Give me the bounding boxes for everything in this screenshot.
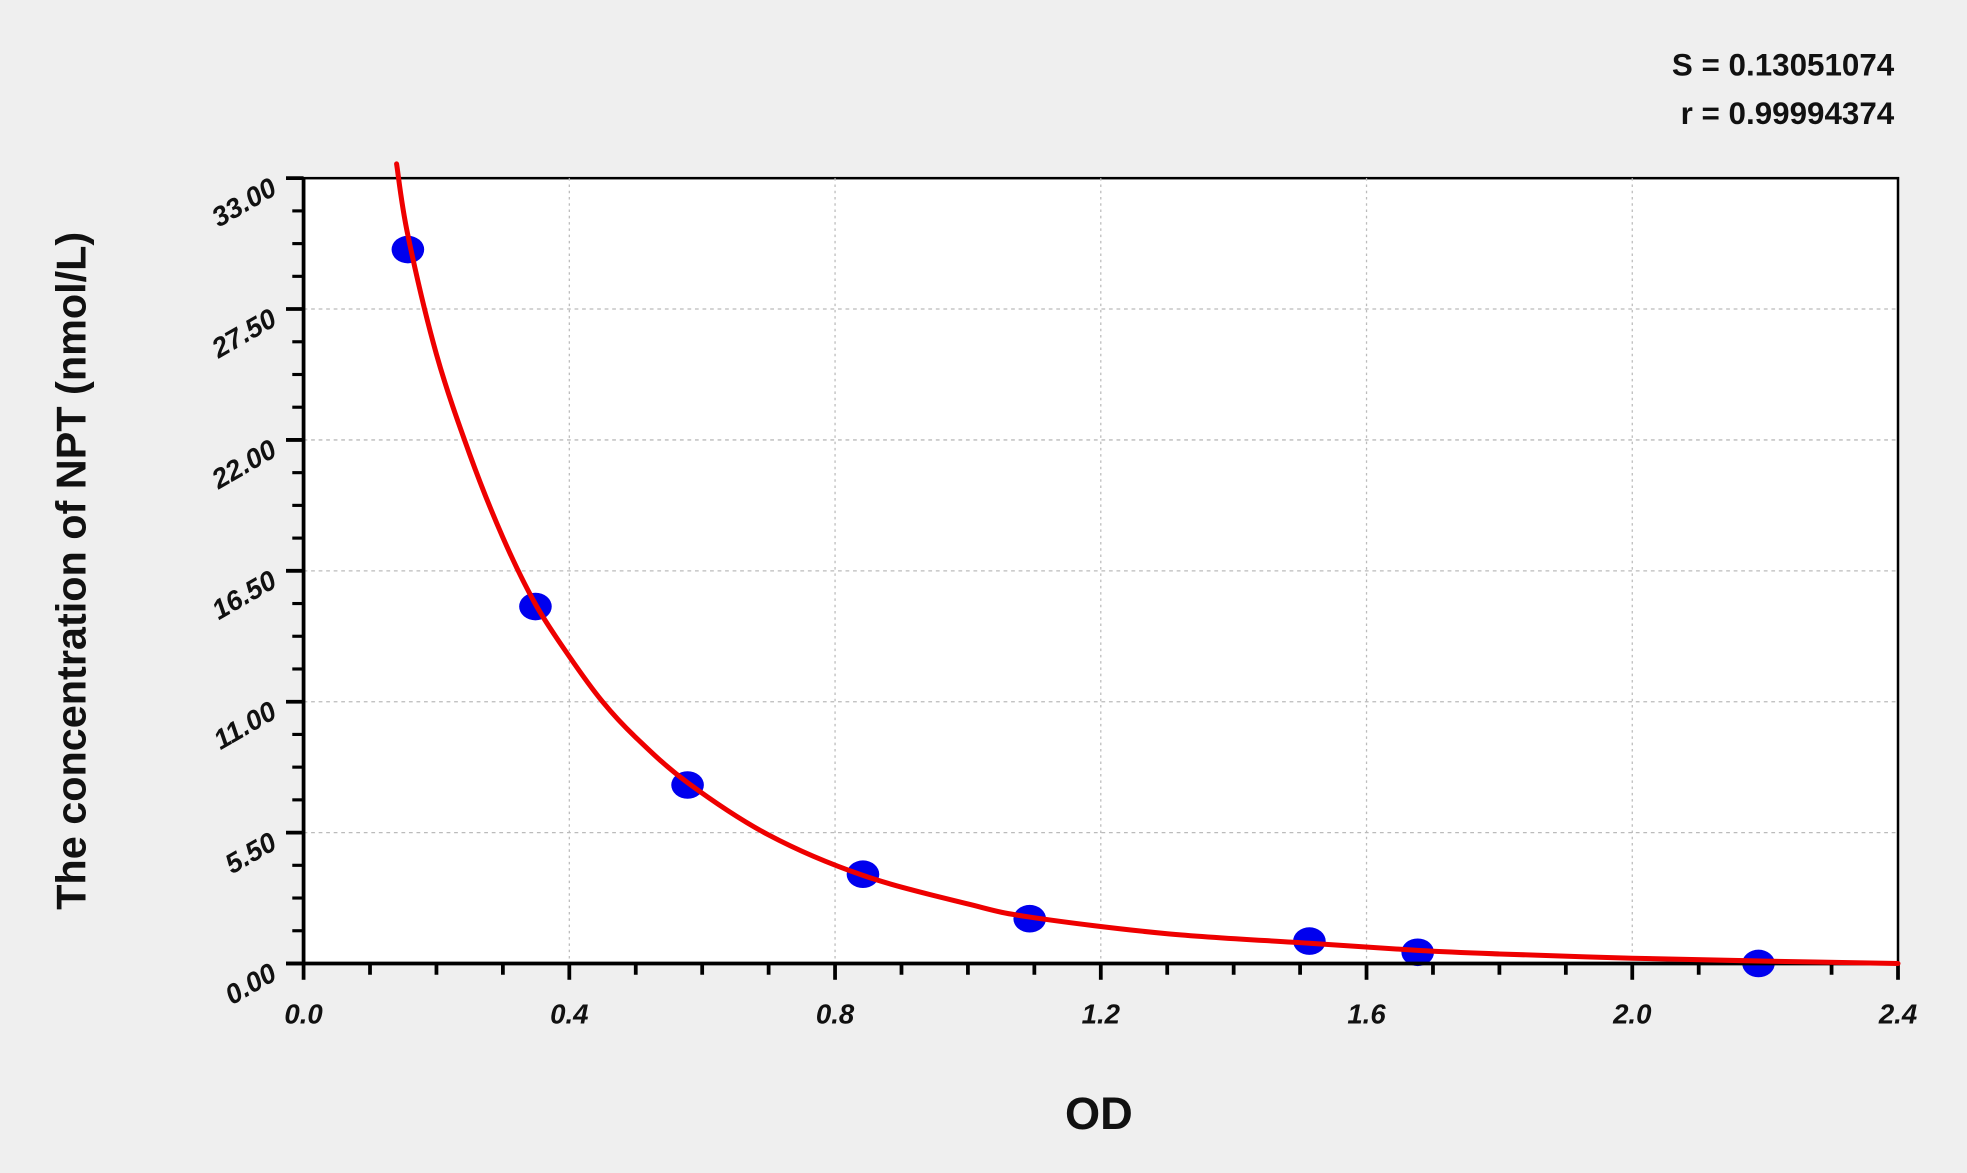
y-tick-label: 5.50 — [219, 826, 282, 880]
data-point — [391, 235, 425, 264]
x-tick-label: 0.4 — [550, 999, 588, 1030]
x-tick-label: 0.0 — [284, 999, 323, 1030]
r-statistic: r = 0.99994374 — [1681, 96, 1895, 131]
y-tick-label: 11.00 — [208, 695, 282, 756]
y-axis-title: The concentration of NPT (nmol/L) — [48, 232, 94, 910]
y-tick-label: 27.50 — [205, 302, 282, 364]
x-tick-label: 2.0 — [1612, 999, 1652, 1030]
y-tick-label: 16.50 — [206, 564, 282, 626]
x-tick-label: 2.4 — [1878, 999, 1917, 1030]
x-tick-label: 0.8 — [816, 999, 855, 1030]
y-tick-label: 33.00 — [206, 171, 282, 233]
x-tick-labels: 0.0 0.4 0.8 1.2 1.6 2.0 2.4 — [284, 999, 1917, 1030]
y-tick-labels: 0.00 5.50 11.00 16.50 22.00 27.50 33.00 — [205, 171, 282, 1010]
x-tick-label: 1.2 — [1082, 999, 1121, 1030]
grid-lines — [303, 178, 1899, 964]
x-axis-title: OD — [1065, 1088, 1133, 1139]
x-tick-label: 1.6 — [1347, 999, 1386, 1030]
fit-curve-group — [394, 161, 1901, 966]
y-tick-label: 22.00 — [205, 433, 282, 495]
fit-curve-line — [394, 161, 1901, 966]
y-tick-label: 0.00 — [219, 957, 282, 1011]
s-statistic: S = 0.13051074 — [1672, 47, 1895, 82]
